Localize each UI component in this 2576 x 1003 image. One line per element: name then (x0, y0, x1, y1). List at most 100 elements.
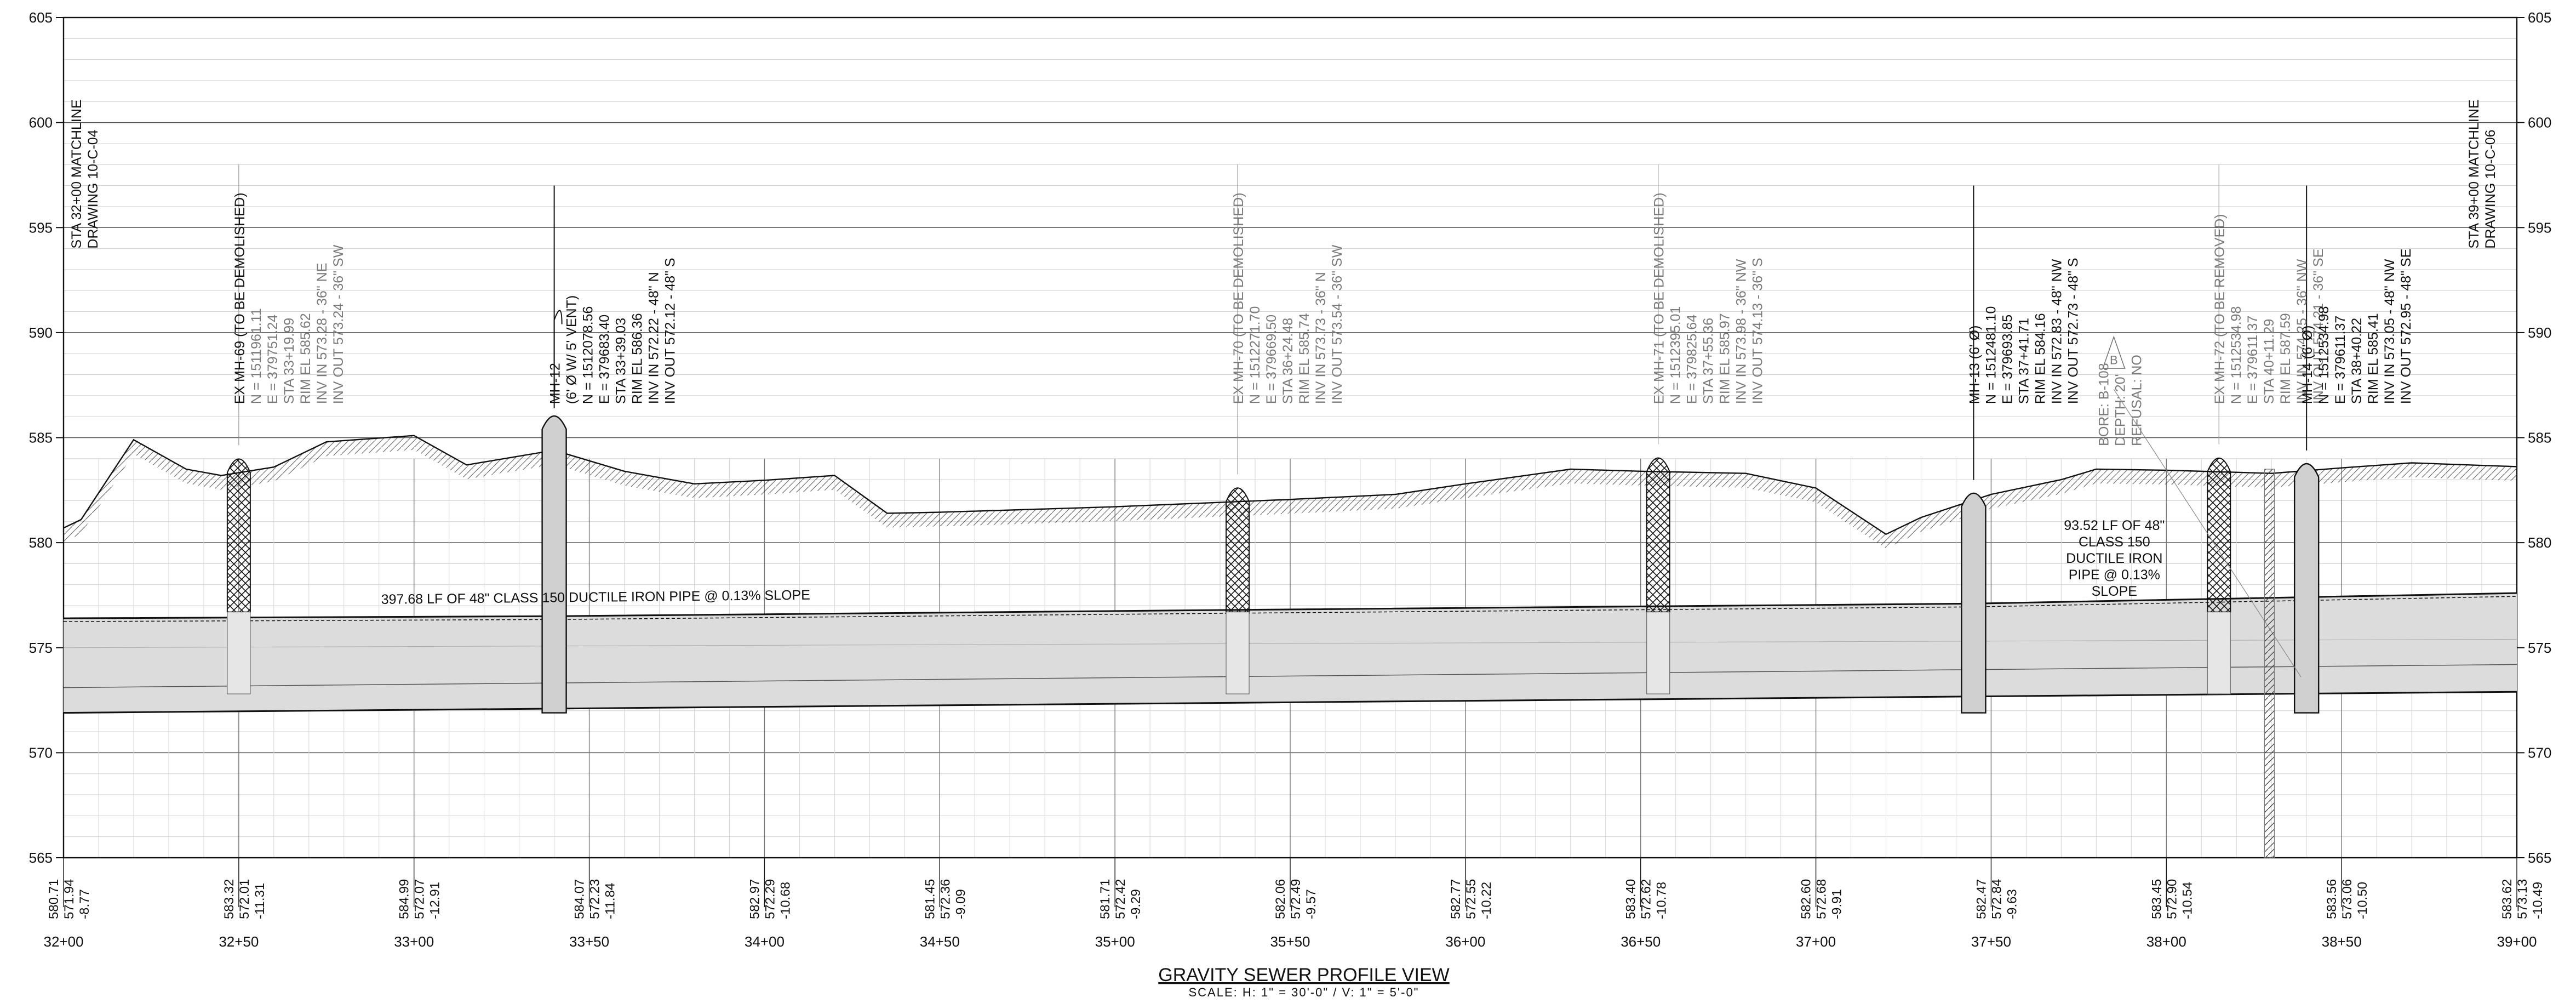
elevation-label-left: 590 (29, 324, 53, 341)
manhole-detail: INV OUT 572.73 - 48" S (2065, 258, 2081, 404)
ground-elevation: 582.77 (1449, 879, 1463, 919)
station-label: 36+00 (1445, 933, 1485, 950)
manhole-name: EX MH-71 (TO BE DEMOLISHED) (1652, 192, 1667, 404)
pipe-elevation: 572.36 (938, 879, 953, 919)
matchline-left: STA 32+00 MATCHLINEDRAWING 10-C-04 (69, 99, 101, 248)
ground-profile (63, 435, 2517, 549)
station-label: 36+50 (1621, 933, 1661, 950)
manhole-detail: STA 37+55.36 (1701, 318, 1716, 404)
ground-elevation: 583.32 (222, 879, 237, 919)
elevation-label-right: 570 (2528, 744, 2551, 761)
manholes (226, 164, 2320, 714)
existing-manhole-base (2207, 611, 2231, 694)
manhole-detail: N = 1512078.56 (581, 306, 596, 404)
manhole-detail: N = 1512271.70 (1247, 306, 1263, 404)
boring-info: BORE: B-108DEPTH: 20'REFUSAL: NO (2096, 355, 2144, 446)
manhole-label: MH-14 (6' Ø)N = 1512534.98E = 379611.37S… (2300, 249, 2414, 404)
station-label: 35+00 (1095, 933, 1135, 950)
manhole-detail: N = 1512534.98 (2316, 306, 2332, 404)
manhole-detail: RIM EL 585.74 (1297, 313, 1312, 404)
elevation-table-entry: 583.56573.06-10.50 (2325, 879, 2370, 919)
boring-symbol (2102, 335, 2126, 369)
elevation-label-left: 585 (29, 430, 53, 446)
pipe-elevation: 572.84 (1989, 879, 2004, 919)
manhole-detail: E = 379611.37 (2333, 316, 2348, 404)
ground-elevation: 583.56 (2325, 879, 2339, 919)
ground-elevation: 581.45 (923, 879, 937, 919)
elevation-table-entry: 583.32572.01-11.31 (222, 879, 267, 919)
drawing-scale: SCALE: H: 1" = 30'-0" / V: 1" = 5'-0" (1189, 985, 1419, 999)
elevation-table-entry: 582.97572.29-10.68 (747, 879, 793, 919)
ground-elevation: 583.45 (2149, 879, 2164, 919)
ground-elevation: 584.07 (573, 879, 587, 919)
manhole-structure (2293, 463, 2320, 714)
matchline-line: STA 32+00 MATCHLINE (69, 99, 84, 248)
matchline-line: DRAWING 10-C-06 (2483, 129, 2498, 248)
pipe-fill (64, 593, 2517, 713)
manhole-label: EX MH-71 (TO BE DEMOLISHED)N = 1512395.0… (1652, 192, 1766, 404)
cover-depth: -11.31 (253, 883, 267, 919)
cover-depth: -10.54 (2180, 882, 2195, 919)
elevation-table-entry: 583.40572.62-10.78 (1624, 879, 1669, 919)
elevation-table-entry: 581.71572.42-9.29 (1098, 879, 1143, 919)
pipe-invert (63, 691, 2517, 714)
elevation-table-entry: 581.45572.36-9.09 (923, 879, 968, 919)
elevation-table-entry: 582.60572.68-9.91 (1799, 879, 1845, 919)
manhole-detail: STA 38+40.22 (2349, 318, 2365, 404)
manhole-detail: INV IN 572.22 - 48" N (646, 272, 662, 404)
manhole-detail: E = 379825.64 (1685, 315, 1700, 404)
ground-elevation: 581.71 (1098, 879, 1113, 919)
pipe-label-line: DUCTILE IRON (2066, 551, 2162, 566)
ground-elevation: 582.06 (1273, 879, 1288, 919)
station-label: 34+00 (745, 933, 785, 950)
elevation-label-right: 595 (2528, 219, 2551, 236)
manhole-label: MH-13 (6' Ø)N = 1512481.10E = 379693.85S… (1967, 258, 2081, 404)
cover-depth: -10.78 (1655, 882, 1669, 919)
manhole-detail: STA 33+39.03 (614, 318, 629, 404)
cover-depth: -9.29 (1129, 889, 1143, 919)
manhole-detail: INV OUT 574.13 - 36" S (1750, 258, 1766, 404)
existing-manhole-base (1646, 611, 1670, 694)
manhole-detail: N = 1512481.10 (1983, 306, 1999, 404)
elevation-label-left: 595 (29, 219, 53, 236)
pipe-elevation: 572.01 (237, 879, 252, 919)
elevation-table-entry: 583.45572.90-10.54 (2149, 879, 2195, 919)
station-label: 37+00 (1796, 933, 1836, 950)
pipe-centerline (63, 639, 2517, 648)
cover-depth: -11.84 (603, 883, 618, 919)
cover-depth: -10.50 (2355, 882, 2370, 919)
pipe-label-line: PIPE @ 0.13% (2069, 567, 2160, 583)
manhole-detail: RIM EL 585.62 (298, 313, 313, 404)
manhole-name: EX MH-72 (TO BE REMOVED) (2212, 214, 2228, 404)
station-label: 37+50 (1971, 933, 2011, 950)
cover-depth: -9.63 (2005, 889, 2019, 919)
elevation-table-entry: 584.99572.07-12.91 (397, 879, 443, 919)
manhole-detail: INV OUT 573.24 - 36" SW (331, 244, 346, 404)
existing-manhole-riser (2207, 457, 2231, 613)
elevation-label-right: 575 (2528, 640, 2551, 656)
ground-elevation: 580.71 (47, 879, 61, 919)
manhole-structure (1961, 492, 1987, 714)
elevation-label-right: 580 (2528, 534, 2551, 551)
ground-line (63, 435, 2517, 535)
pipe-label-main: 397.68 LF OF 48" CLASS 150 DUCTILE IRON … (381, 588, 810, 607)
elevation-table-entry: 584.07572.23-11.84 (573, 879, 618, 919)
manhole-detail: E = 379693.85 (2000, 315, 2015, 404)
existing-manhole-riser (1646, 457, 1670, 613)
elevation-label-left: 570 (29, 744, 53, 761)
elevation-table-entry: 582.77572.55-10.22 (1449, 879, 1494, 919)
manhole-detail: STA 40+11.29 (2262, 319, 2277, 404)
station-label: 38+50 (2322, 933, 2362, 950)
elevation-label-right: 585 (2528, 430, 2551, 446)
boring-line: DEPTH: 20' (2113, 374, 2128, 446)
pipe-label-secondary: 93.52 LF OF 48" CLASS 150 DUCTILE IRON PIPE… (2064, 518, 2165, 599)
manhole-label: EX MH-72 (TO BE REMOVED)N = 1512534.98E … (2212, 214, 2326, 404)
manhole-detail: N = 1512395.01 (1668, 306, 1684, 404)
manhole-detail: RIM EL 585.97 (1718, 313, 1733, 404)
manhole-detail: E = 379751.24 (265, 315, 281, 404)
manhole-detail: STA 37+41.71 (2016, 318, 2031, 404)
cover-depth: -10.49 (2531, 882, 2545, 919)
manhole-detail: RIM EL 587.59 (2278, 313, 2293, 404)
manhole-detail: INV OUT 573.54 - 36" SW (1330, 244, 1345, 404)
